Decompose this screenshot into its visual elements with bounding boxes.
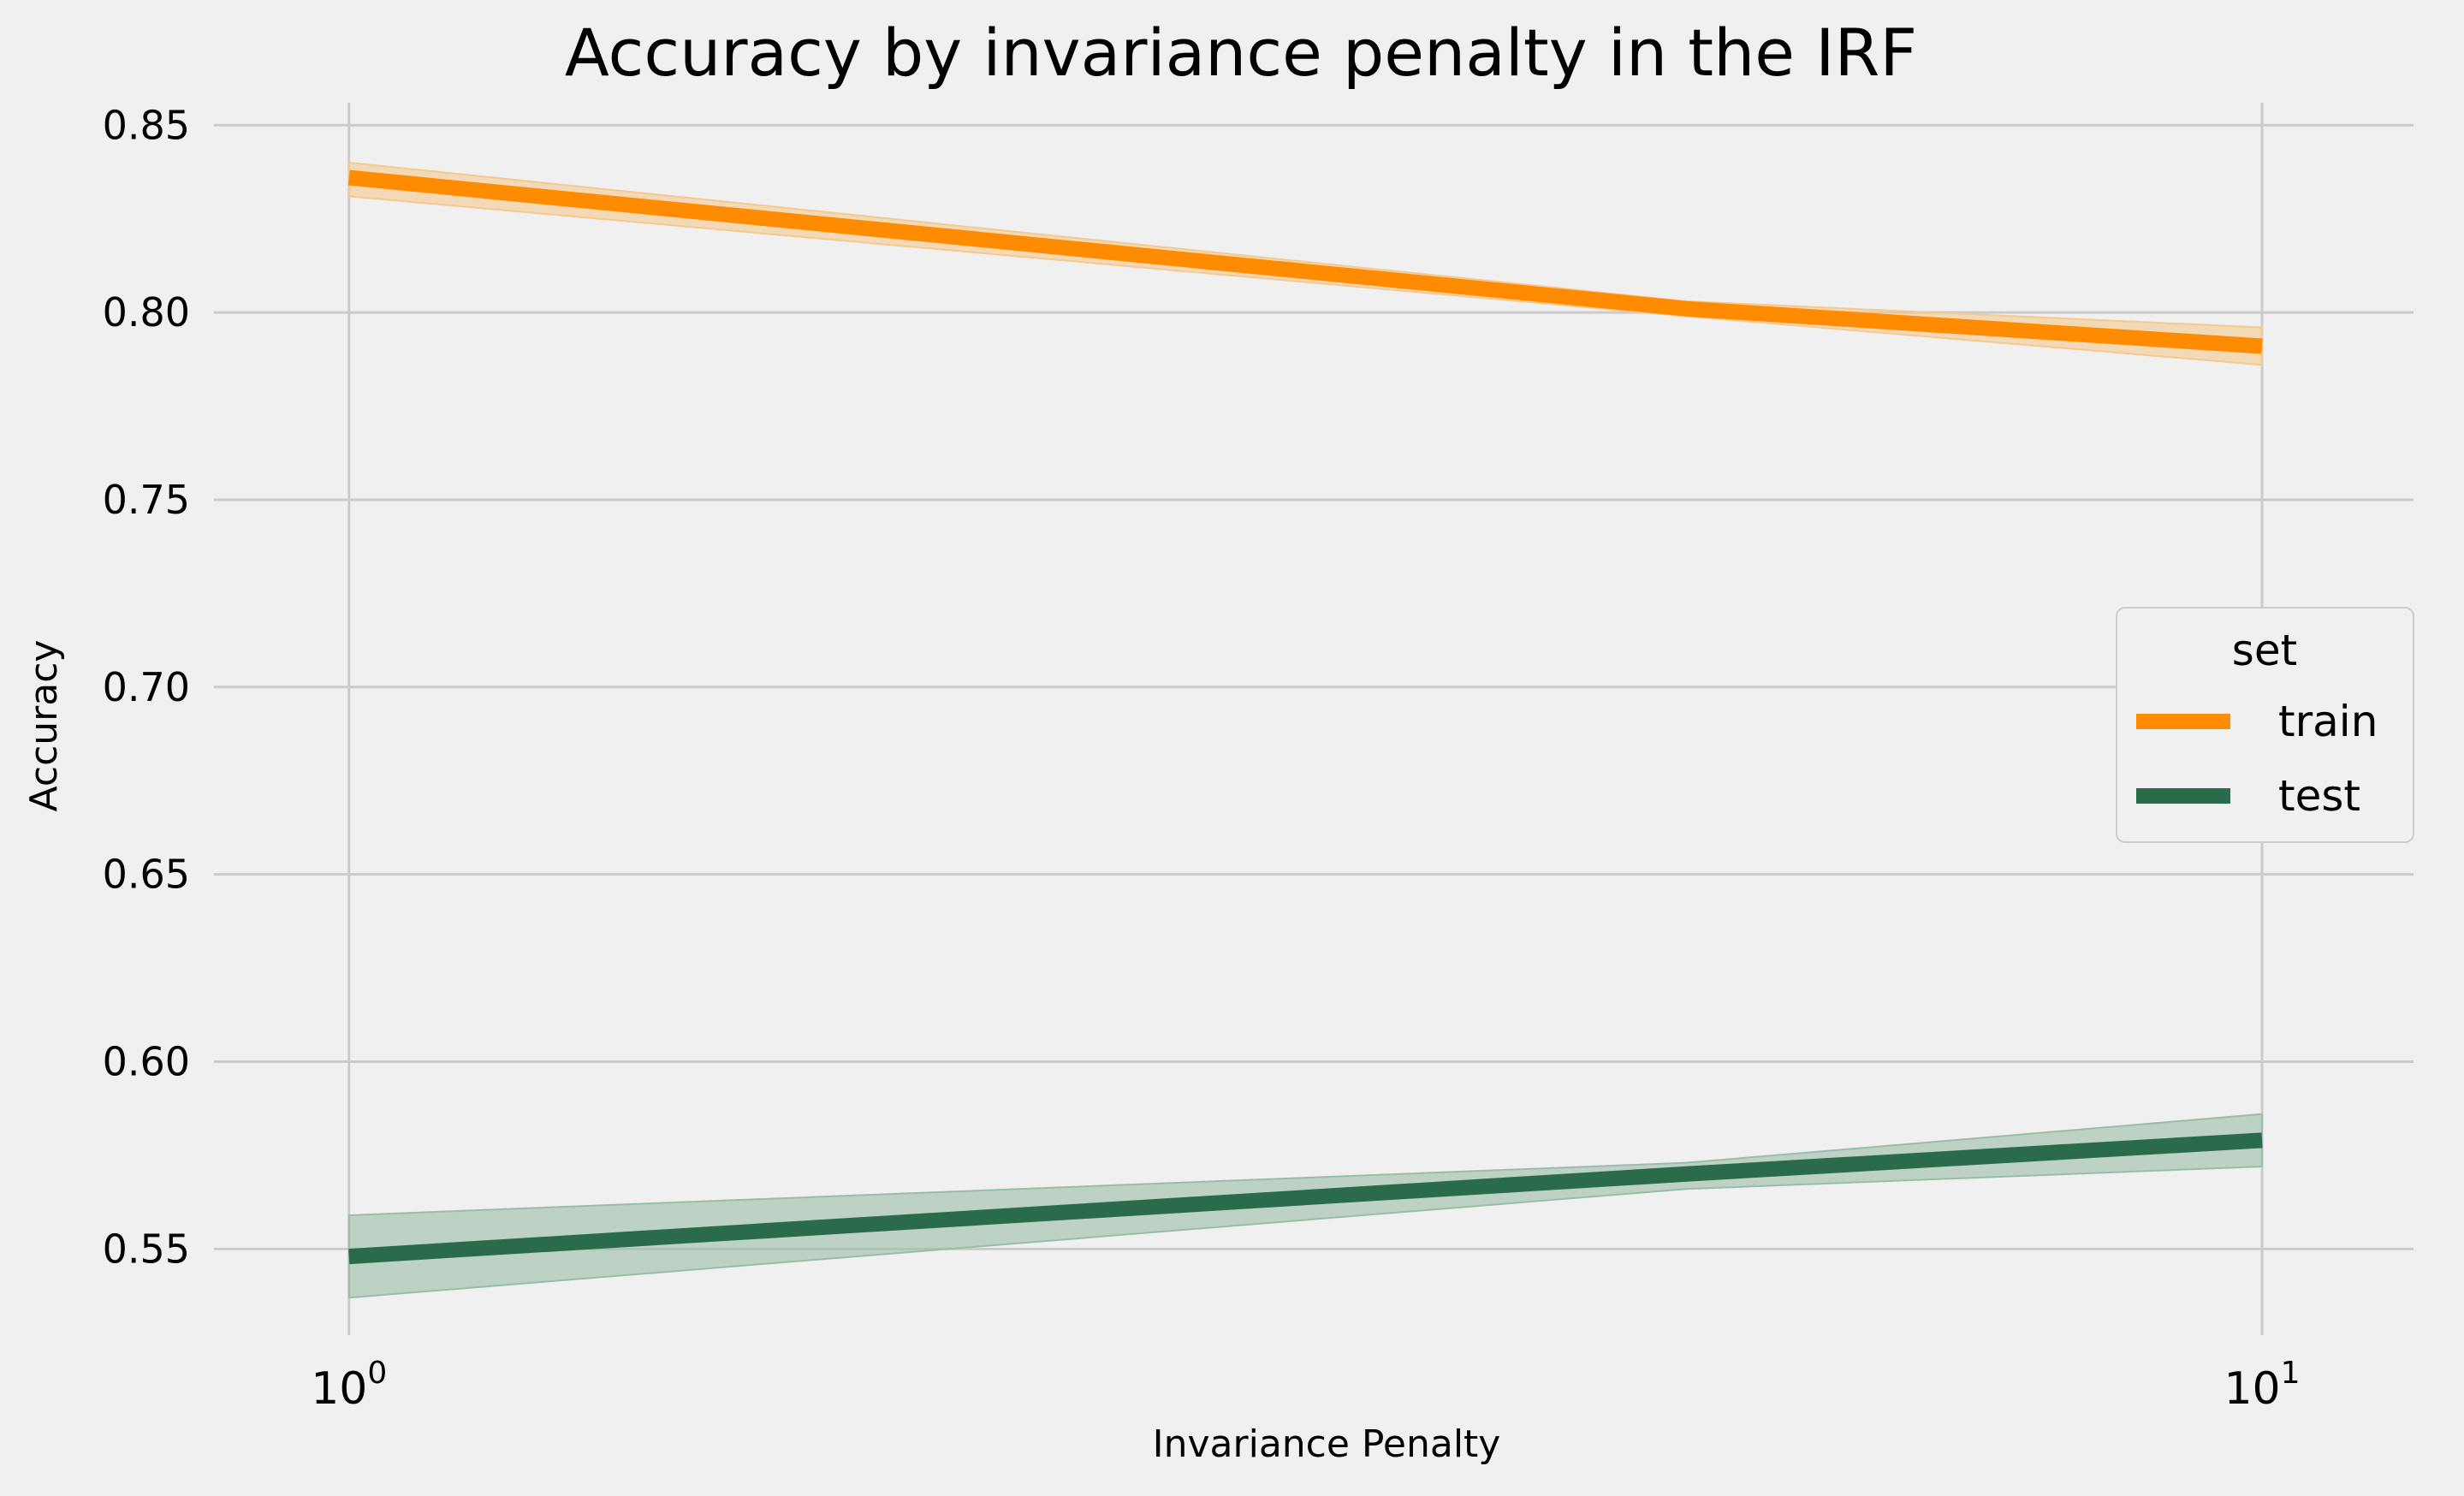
y-axis-label: Accuracy <box>22 640 66 812</box>
legend-items: train test <box>2136 697 2378 821</box>
chart-title: Accuracy by invariance penalty in the IR… <box>565 15 1917 91</box>
y-tick-label: 0.75 <box>103 477 190 523</box>
legend-frame <box>2116 607 2414 843</box>
legend-label-test: test <box>2278 771 2360 821</box>
y-tick-label: 0.80 <box>103 289 190 335</box>
y-tick-label: 0.85 <box>103 102 190 148</box>
x-tick-base: 10 <box>2224 1363 2280 1415</box>
band-test <box>347 1113 2264 1299</box>
legend-label-train: train <box>2278 697 2378 746</box>
grid <box>214 103 2414 1335</box>
y-tick-label: 0.60 <box>103 1038 190 1084</box>
legend: set train test <box>2116 607 2414 843</box>
y-tick-label: 0.55 <box>103 1226 190 1272</box>
x-tick-exponent: 1 <box>2281 1356 2301 1391</box>
x-axis-label: Invariance Penalty <box>1153 1422 1501 1466</box>
x-tick-exponent: 0 <box>367 1356 387 1391</box>
series-lines <box>347 169 2263 1265</box>
y-tick-label: 0.65 <box>103 852 190 898</box>
x-tick-base: 10 <box>311 1363 367 1415</box>
line-test <box>348 1132 2263 1265</box>
y-tick-label: 0.70 <box>103 664 190 710</box>
line-train <box>347 169 2263 354</box>
x-tick-label: 101 <box>2224 1356 2300 1415</box>
x-tick-label: 100 <box>311 1356 387 1415</box>
legend-title: set <box>2232 626 2297 675</box>
